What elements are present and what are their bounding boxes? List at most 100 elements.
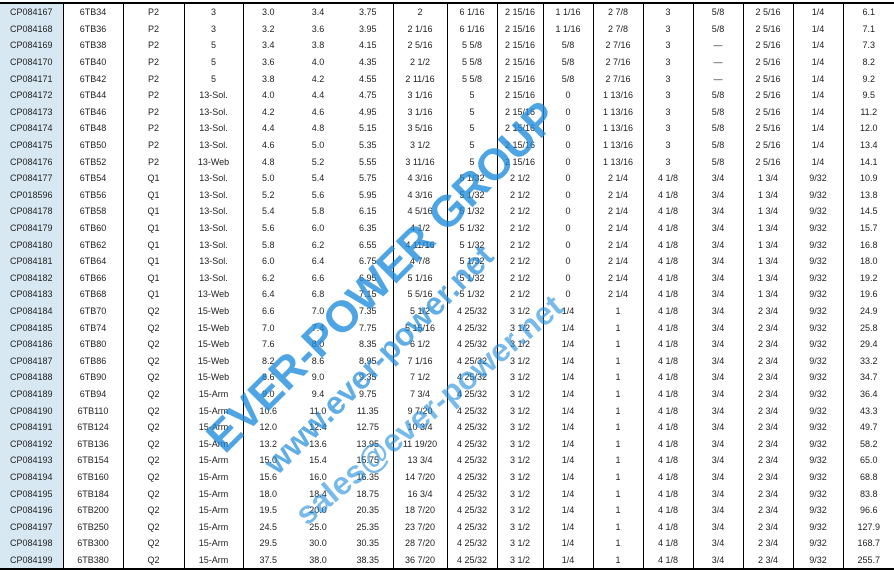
- table-cell: 1 1/16: [542, 20, 593, 38]
- table-cell: 1 3/4: [742, 169, 793, 187]
- table-cell: 1/4: [792, 120, 843, 137]
- table-cell: 1: [592, 418, 643, 436]
- part-number-cell: CP084192: [0, 435, 63, 453]
- table-cell: 15-Web: [183, 369, 243, 386]
- table-cell: Q1: [122, 169, 184, 187]
- table-cell: 2 3/4: [742, 385, 793, 403]
- table-cell: 9/32: [792, 169, 843, 187]
- table-cell: 3 1/2: [496, 319, 543, 336]
- table-cell: 6TB80: [62, 335, 123, 353]
- table-cell: 0: [542, 169, 593, 187]
- table-cell: 2 15/16: [496, 103, 543, 121]
- table-cell: 13-Sol.: [183, 136, 243, 154]
- table-cell: 15-Arm: [183, 501, 243, 519]
- part-number-cell: CP084168: [0, 20, 63, 38]
- table-cell: 1/4: [542, 435, 593, 453]
- table-cell: 1/4: [542, 369, 593, 386]
- table-row: CP084184 6TB70 Q2 15-Web 6.6 7.0 7.35 5 1/2 4 25…: [0, 302, 894, 320]
- table-cell: 4.4: [311, 90, 325, 101]
- table-cell: 2 1/16: [392, 20, 447, 38]
- part-number-cell: CP084170: [0, 53, 63, 71]
- table-cell: 0: [542, 219, 593, 237]
- part-number-cell: CP084198: [0, 535, 63, 552]
- table-cell: 4 1/8: [642, 551, 693, 570]
- table-cell: 43.3: [842, 402, 894, 419]
- table-cell: 4 25/32: [446, 352, 497, 370]
- table-cell: 6TB200: [62, 501, 123, 519]
- table-cell: 3: [642, 70, 693, 87]
- table-cell: 5 1/32: [446, 252, 497, 270]
- table-cell: 2 7/16: [592, 37, 643, 54]
- table-cell: 4 3/16: [392, 186, 447, 204]
- table-cell: 2 1/4: [592, 169, 643, 187]
- table-cell: 9/32: [792, 269, 843, 287]
- table-cell: 4.6: [311, 106, 325, 117]
- table-cell: Q1: [122, 203, 184, 220]
- table-cell: 4 11/16: [392, 236, 447, 253]
- table-cell: 9.35: [358, 372, 377, 383]
- table-cell: 1: [592, 501, 643, 519]
- part-number-cell: CP084197: [0, 518, 63, 535]
- table-cell: Q2: [122, 468, 184, 486]
- part-number-cell: CP084188: [0, 369, 63, 386]
- table-cell: 5/8: [692, 136, 743, 154]
- table-cell: 3 5/16: [392, 120, 447, 137]
- table-cell: 2 3/4: [742, 369, 793, 386]
- table-cell: 25.8: [842, 319, 894, 336]
- table-cell: 1/4: [542, 551, 593, 570]
- table-cell: 1: [592, 551, 643, 570]
- table-cell: 3 1/2: [496, 435, 543, 453]
- table-cell: 2 5/16: [742, 53, 793, 71]
- table-cell: 13-Sol.: [183, 203, 243, 220]
- table-cell: 4 25/32: [446, 535, 497, 552]
- table-cell: 1/4: [542, 452, 593, 469]
- table-cell: 5 1/32: [446, 186, 497, 204]
- table-cell: 3: [642, 20, 693, 38]
- table-cell: 15-Arm: [183, 452, 243, 469]
- table-row: CP084172 6TB44 P2 13-Sol. 4.0 4.4 4.75 3 1/16 5 2…: [0, 86, 894, 104]
- table-cell: 4.2: [311, 73, 325, 84]
- table-cell: 3.2: [242, 20, 293, 38]
- table-cell: 5: [183, 53, 243, 71]
- table-cell: 5 1/32: [446, 219, 497, 237]
- part-number-cell: CP084186: [0, 335, 63, 353]
- part-number-cell: CP084181: [0, 252, 63, 270]
- table-cell: 6.4: [311, 256, 325, 267]
- table-cell: 5.2: [311, 156, 325, 167]
- table-cell: 2 7/8: [592, 20, 643, 38]
- table-row: CP084170 6TB40 P2 5 3.6 4.0 4.35 2 1/2 5 5/8 2 15…: [0, 53, 894, 71]
- table-cell: 6TB64: [62, 252, 123, 270]
- table-cell: 18 7/20: [392, 501, 447, 519]
- table-cell: 9.0: [311, 372, 325, 383]
- table-cell: 5.4: [242, 203, 293, 220]
- table-cell: 3/4: [692, 385, 743, 403]
- part-number-cell: CP084175: [0, 136, 63, 154]
- table-cell: 4 1/8: [642, 468, 693, 486]
- table-cell: 1 13/16: [592, 103, 643, 121]
- table-cell: 0: [542, 153, 593, 170]
- table-cell: 4 25/32: [446, 402, 497, 419]
- table-cell: 2 3/4: [742, 535, 793, 552]
- table-cell: 0: [542, 186, 593, 204]
- table-cell: 9/32: [792, 219, 843, 237]
- table-cell: 0: [542, 269, 593, 287]
- table-cell: 2 3/4: [742, 402, 793, 419]
- table-row: CP084179 6TB60 Q1 13-Sol. 5.6 6.0 6.35 4 1/2 5 1…: [0, 219, 894, 237]
- table-cell: Q2: [122, 302, 184, 320]
- table-row: CP084183 6TB68 Q1 13-Web 6.4 6.8 7.15 5 5/16 5 1…: [0, 286, 894, 303]
- table-cell: —: [692, 37, 743, 54]
- table-cell: 1/4: [792, 103, 843, 121]
- table-cell: 13.4: [842, 136, 894, 154]
- table-cell: 6.6: [242, 302, 293, 320]
- table-cell: 2 1/4: [592, 252, 643, 270]
- table-cell: 6.1: [842, 3, 894, 21]
- part-number-cell: CP084185: [0, 319, 63, 336]
- table-cell: P2: [122, 103, 184, 121]
- table-cell: 8.95: [358, 355, 377, 366]
- table-cell: 4 25/32: [446, 335, 497, 353]
- table-cell: 1/4: [542, 385, 593, 403]
- table-cell: 15-Arm: [183, 435, 243, 453]
- table-cell: 6TB154: [62, 452, 123, 469]
- table-cell: 6TB34: [62, 3, 123, 21]
- table-cell: 4 1/8: [642, 302, 693, 320]
